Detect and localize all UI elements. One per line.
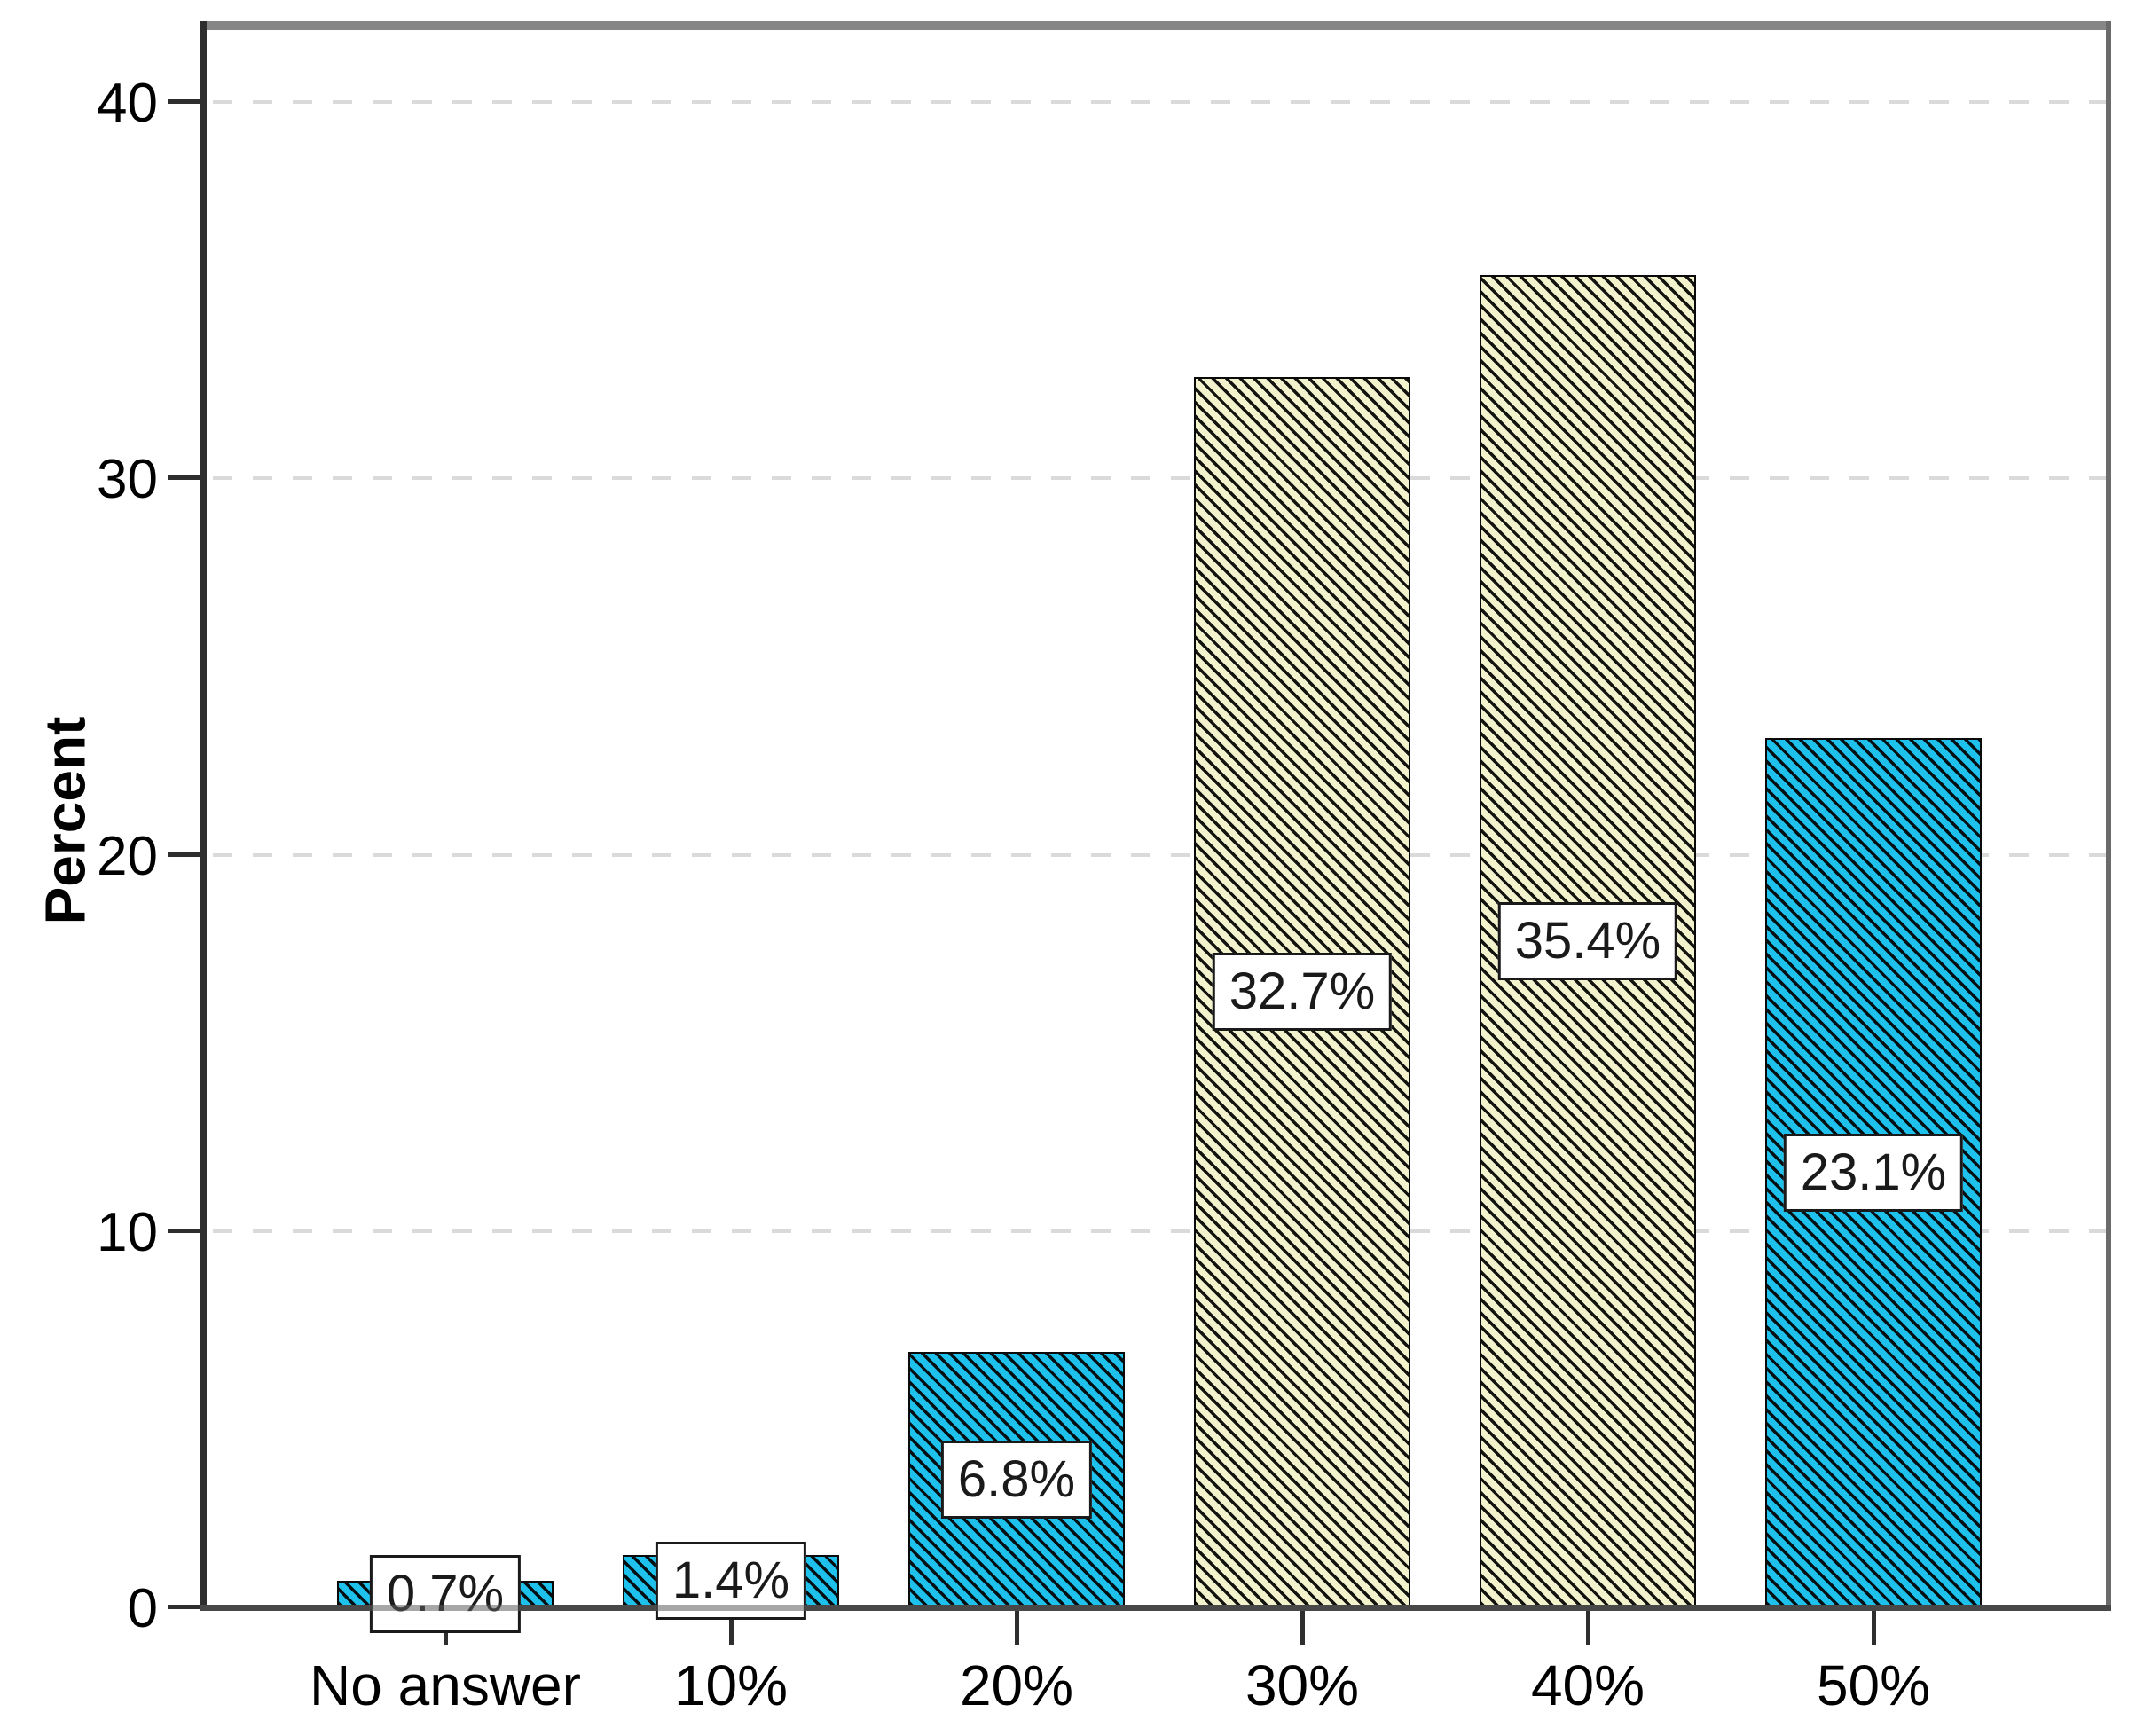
gridline	[213, 852, 2109, 857]
y-axis-tick-label: 0	[127, 1578, 158, 1639]
y-axis-tick-label: 10	[97, 1201, 158, 1263]
y-axis-tick	[168, 852, 207, 857]
gridline	[213, 476, 2109, 481]
x-axis-tick	[1586, 1607, 1590, 1645]
x-axis-tick-label: 40%	[1530, 1654, 1645, 1717]
bar-value-label: 35.4%	[1497, 902, 1678, 981]
x-axis-tick	[729, 1607, 734, 1645]
y-axis-tick	[168, 1228, 207, 1233]
x-axis-tick	[1872, 1607, 1876, 1645]
plot-frame-right	[2106, 21, 2111, 1607]
bar-value-label: 23.1%	[1783, 1134, 1964, 1213]
bar-value-label: 0.7%	[369, 1555, 522, 1634]
y-axis-tick-label: 30	[97, 449, 158, 511]
y-axis-tick	[168, 99, 207, 105]
y-axis-line	[200, 21, 207, 1611]
x-axis-tick-label: 10%	[673, 1654, 789, 1717]
x-axis-tick-label: 20%	[959, 1654, 1074, 1717]
bar-value-label: 6.8%	[940, 1440, 1093, 1519]
gridline	[213, 1229, 2109, 1233]
bar-value-label: 32.7%	[1212, 953, 1393, 1032]
y-axis-tick	[168, 1605, 207, 1609]
y-axis-tick	[168, 475, 207, 481]
x-axis-tick	[1300, 1607, 1305, 1645]
y-axis-tick-label: 40	[97, 73, 158, 135]
x-axis-tick-label: No answer	[310, 1654, 581, 1717]
y-axis-tick-label: 20	[97, 825, 158, 887]
x-axis-line-overlay	[200, 1605, 2111, 1611]
x-axis-tick-label: 50%	[1816, 1654, 1931, 1717]
gridline	[213, 100, 2109, 105]
plot-frame-top	[201, 21, 2111, 30]
x-axis-tick	[1015, 1607, 1019, 1645]
x-axis-tick-label: 30%	[1245, 1654, 1360, 1717]
